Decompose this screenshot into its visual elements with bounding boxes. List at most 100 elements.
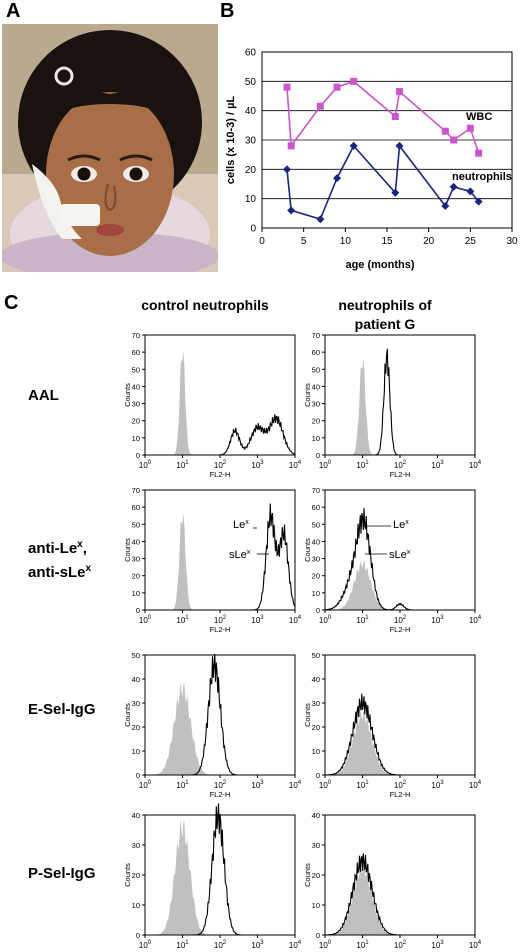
sample-histogram-line [145,414,295,456]
x-tick-exponent: 2 [403,615,407,621]
data-point-neutrophils [349,141,358,150]
x-tick-label: 104 [289,615,302,625]
y-tick-label: 40 [312,811,320,820]
sample-histogram-line [325,348,475,456]
x-tick-exponent: 3 [440,780,444,786]
x-tick-exponent: 3 [260,615,264,621]
y-tick-label: 20 [312,871,320,880]
lex-label: Lex [393,519,409,531]
x-tick-label: 100 [139,460,152,470]
x-tick-label: 103 [431,615,444,625]
y-tick-label: 40 [312,537,320,546]
y-tick-label: 0 [316,451,320,460]
y-tick-label: 70 [132,486,140,495]
x-tick-exponent: 0 [328,615,332,621]
panel-label-b: B [220,0,235,22]
x-tick-label: 104 [289,460,302,470]
y-tick-label: 10 [312,747,320,756]
y-tick-label: 70 [312,486,320,495]
y-tick-label: 50 [132,651,140,660]
x-tick-label: 10 [340,236,352,247]
x-tick-label: 100 [319,780,332,790]
col-header-control: control neutrophils [141,297,269,313]
data-point-wbc [333,83,341,91]
data-point-wbc [316,102,324,110]
y-tick-label: 60 [312,348,320,357]
x-tick-label: 20 [423,236,435,247]
y-tick-label: 60 [312,503,320,512]
data-point-neutrophils [316,215,325,224]
x-tick-label: 101 [356,780,369,790]
y-tick-label: 0 [136,606,140,615]
panel-label-c: C [4,292,19,314]
x-tick-exponent: 4 [298,940,302,946]
control-histogram-fill [325,560,475,610]
data-point-neutrophils [441,202,450,210]
x-tick-label: 103 [431,460,444,470]
y-tick-label: 0 [250,224,256,235]
x-tick-label: 100 [139,780,152,790]
y-tick-label: 60 [245,48,257,59]
x-tick-exponent: 4 [478,940,482,946]
legend-wbc: WBC [466,111,492,123]
data-point-wbc [441,127,449,135]
control-histogram-fill [325,709,475,775]
x-tick-label: 102 [394,940,407,950]
y-tick-label: 30 [312,841,320,850]
data-point-neutrophils [391,188,400,197]
data-point-neutrophils [474,197,483,206]
histogram-frame [144,334,296,456]
x-tick-label: 101 [176,940,189,950]
x-tick-label: 101 [356,615,369,625]
y-tick-label: 20 [132,723,140,732]
x-tick-exponent: 2 [223,460,227,466]
y-tick-label: 10 [132,434,140,443]
histogram-panel: 010203040Counts100101102103104FL2-H [123,803,302,952]
y-tick-label: 30 [132,841,140,850]
counts-axis-label: Counts [123,863,132,887]
y-tick-label: 60 [132,348,140,357]
x-tick-label: 103 [251,460,264,470]
patient-photo [2,24,218,272]
x-tick-exponent: 4 [478,780,482,786]
data-point-wbc [287,142,295,150]
x-tick-exponent: 0 [328,460,332,466]
sample-histogram-line [145,503,296,611]
slex-superscript: x [247,549,251,556]
histogram-frame [144,814,296,936]
data-point-neutrophils [395,141,404,150]
x-tick-exponent: 0 [328,780,332,786]
row-label-esel: E-Sel-IgG [28,701,96,718]
x-tick-label: 101 [356,460,369,470]
slex-label: sLex [229,549,251,561]
x-tick-exponent: 0 [148,615,152,621]
y-tick-label: 40 [132,382,140,391]
sample-histogram-line [145,803,295,936]
x-tick-label: 103 [251,615,264,625]
fl2h-axis-label: FL2-H [210,470,231,479]
y-tick-label: 10 [245,194,257,205]
histogram-frame [144,654,296,776]
y-tick-label: 20 [312,417,320,426]
fl2h-axis-label: FL2-H [390,625,411,634]
x-tick-label: 102 [214,460,227,470]
x-tick-exponent: 4 [298,460,302,466]
x-tick-exponent: 4 [478,460,482,466]
x-tick-exponent: 3 [260,940,264,946]
data-point-wbc [350,77,358,85]
y-tick-label: 40 [132,675,140,684]
x-tick-exponent: 3 [440,940,444,946]
y-tick-label: 50 [312,520,320,529]
x-tick-exponent: 1 [365,940,369,946]
y-tick-label: 50 [245,77,257,88]
y-tick-label: 30 [312,699,320,708]
x-tick-exponent: 1 [365,780,369,786]
sample-histogram-line [325,508,475,611]
y-tick-label: 20 [245,165,257,176]
x-tick-label: 101 [176,780,189,790]
y-tick-label: 0 [316,771,320,780]
control-histogram-fill [325,861,475,935]
